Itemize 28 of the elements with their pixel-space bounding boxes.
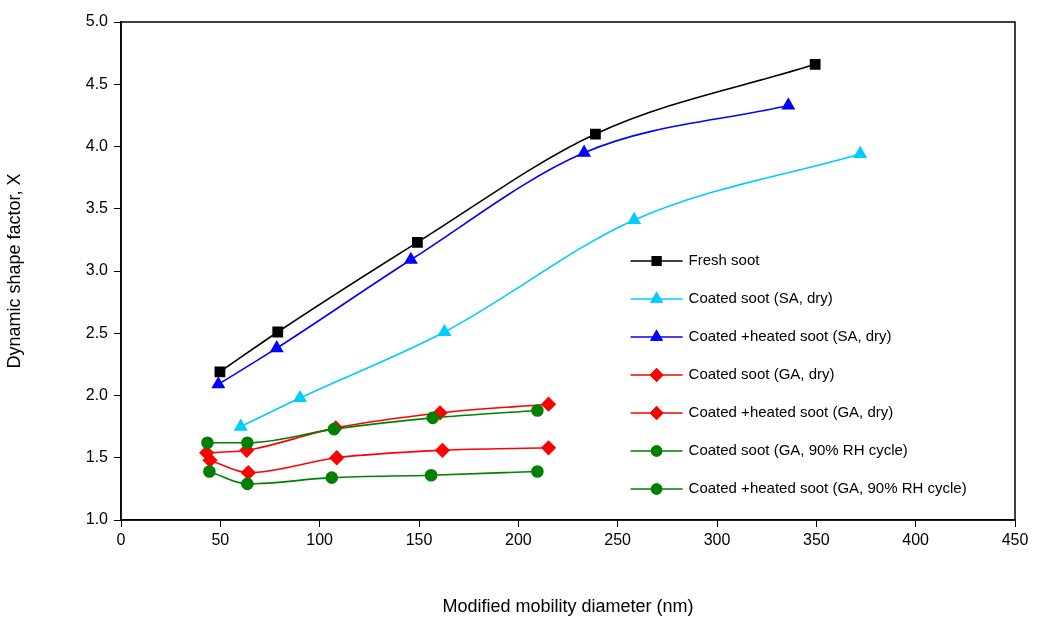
legend-label: Fresh soot	[688, 251, 761, 269]
legend-label: Coated +heated soot (GA, dry)	[688, 403, 894, 421]
legend-label: Coated soot (SA, dry)	[688, 289, 833, 307]
x-tick-label: 50	[211, 531, 230, 549]
y-tick-label: 2.5	[85, 323, 109, 341]
x-axis-title: Modified mobility diameter (nm)	[442, 596, 694, 617]
x-tick-label: 200	[504, 531, 532, 549]
y-axis-title: Dynamic shape factor, X	[3, 173, 24, 369]
legend-label: Coated +heated soot (GA, 90% RH cycle)	[688, 479, 967, 497]
y-tick-label: 4.5	[85, 74, 109, 92]
legend-label: Coated soot (GA, dry)	[688, 365, 835, 383]
x-tick-label: 400	[902, 531, 930, 549]
y-tick-label: 1.0	[85, 510, 109, 528]
x-tick-label: 150	[405, 531, 433, 549]
y-tick-label: 5.0	[85, 12, 109, 30]
x-tick-label: 350	[802, 531, 830, 549]
y-tick-label: 3.0	[85, 261, 109, 279]
y-tick-label: 1.5	[85, 448, 109, 466]
x-tick-label: 100	[306, 531, 334, 549]
y-tick-label: 4.0	[85, 136, 109, 154]
y-tick-label: 3.5	[85, 199, 109, 217]
x-tick-label: 250	[604, 531, 632, 549]
legend-label: Coated soot (GA, 90% RH cycle)	[688, 441, 908, 459]
legend-label: Coated +heated soot (SA, dry)	[688, 327, 892, 345]
x-tick-label: 450	[1001, 531, 1029, 549]
x-tick-label: 0	[116, 531, 126, 549]
x-tick-label: 300	[703, 531, 731, 549]
y-tick-label: 2.0	[85, 385, 109, 403]
